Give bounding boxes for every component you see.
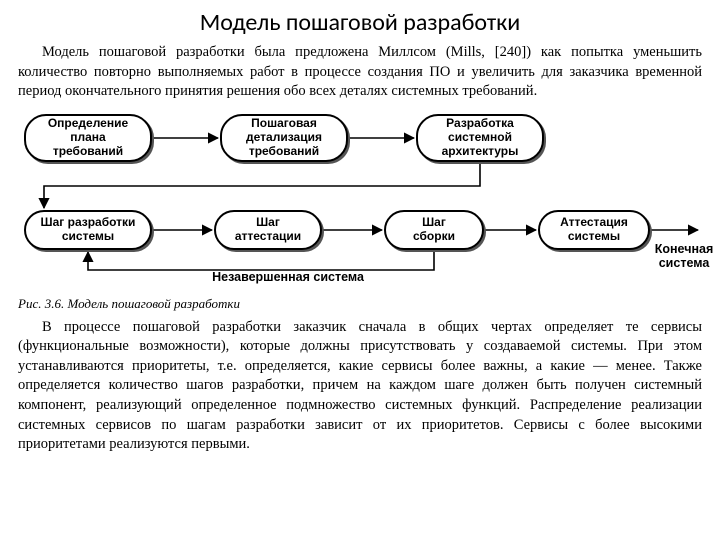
flow-node-n6: Шагсборки bbox=[384, 210, 484, 250]
outro-paragraph: В процессе пошаговой разработки заказчик… bbox=[18, 318, 702, 455]
flow-node-n7: Аттестациясистемы bbox=[538, 210, 650, 250]
flow-node-n5: Шагаттестации bbox=[214, 210, 322, 250]
figure-caption: Рис. 3.6. Модель пошаговой разработки bbox=[18, 296, 702, 312]
page-title: Модель пошаговой разработки bbox=[18, 8, 702, 37]
flow-edge-2 bbox=[44, 164, 480, 208]
flow-label-0: Незавершенная система bbox=[188, 270, 388, 284]
intro-paragraph: Модель пошаговой разработки была предлож… bbox=[18, 43, 702, 102]
flow-node-n1: Определениепланатребований bbox=[24, 114, 152, 162]
flow-node-n3: Разработкасистемнойархитектуры bbox=[416, 114, 544, 162]
flow-edge-7 bbox=[88, 252, 434, 270]
intro-text: Модель пошаговой разработки была предлож… bbox=[18, 44, 702, 99]
flow-label-1: Конечнаясистема bbox=[654, 242, 714, 270]
flow-node-n2: Пошаговаядетализациятребований bbox=[220, 114, 348, 162]
outro-text: В процессе пошаговой разработки заказчик… bbox=[18, 319, 702, 452]
flowchart: Определениепланатребований Пошаговаядетал… bbox=[18, 110, 702, 290]
flow-node-n4: Шаг разработкисистемы bbox=[24, 210, 152, 250]
